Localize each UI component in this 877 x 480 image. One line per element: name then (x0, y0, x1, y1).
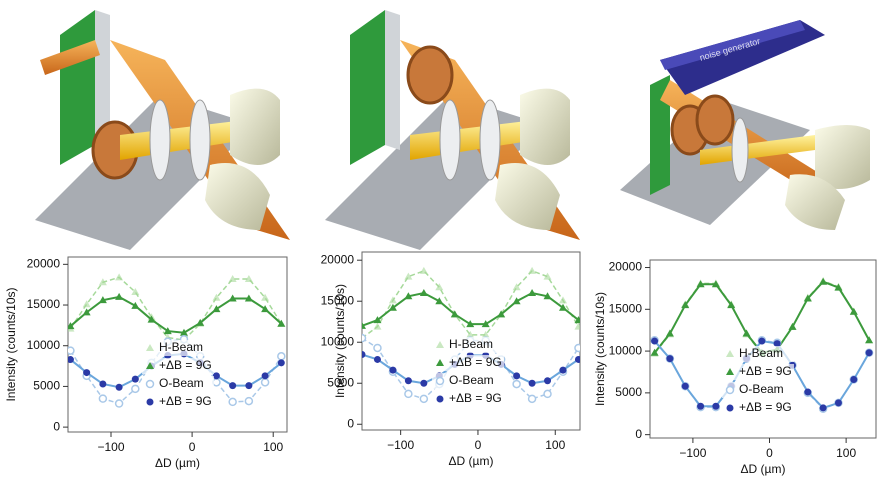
data-point (835, 399, 842, 406)
data-point (116, 384, 123, 391)
data-point (359, 351, 366, 358)
legend-label: H-Beam (739, 346, 783, 360)
y-tick-label: 10000 (27, 338, 61, 352)
data-point (278, 359, 285, 366)
y-tick-label: 20000 (321, 252, 355, 266)
data-point (529, 380, 536, 387)
data-point (575, 356, 582, 363)
data-point (866, 349, 873, 356)
data-point (99, 395, 106, 402)
data-point (682, 383, 689, 390)
data-point (405, 390, 412, 397)
data-point (651, 338, 658, 345)
x-axis-label: ΔD (µm) (155, 456, 200, 470)
legend-marker (147, 381, 154, 388)
legend-label: +ΔB = 9G (739, 400, 792, 414)
legend-marker (727, 405, 734, 412)
x-tick-label: 0 (475, 438, 482, 452)
apparatus-illustration (325, 10, 580, 250)
chart: 05000100001500020000−1000100ΔD (µm)Inten… (321, 252, 583, 468)
x-tick-label: −100 (97, 440, 124, 454)
legend-marker (437, 396, 444, 403)
legend-label: +ΔB = 9G (159, 394, 212, 408)
data-point (820, 404, 827, 411)
x-tick-label: 100 (836, 446, 856, 460)
data-point (804, 389, 811, 396)
data-point (544, 390, 551, 397)
data-point (529, 395, 536, 402)
x-tick-label: −100 (679, 446, 706, 460)
data-point (758, 338, 765, 345)
legend-label: O-Beam (449, 373, 494, 387)
data-point (850, 376, 857, 383)
data-point (374, 344, 381, 351)
y-tick-label: 0 (347, 416, 354, 430)
data-point (83, 369, 90, 376)
data-point (374, 356, 381, 363)
data-point (245, 382, 252, 389)
data-point (712, 403, 719, 410)
data-point (389, 367, 396, 374)
x-tick-label: 0 (189, 440, 196, 454)
x-tick-label: 100 (545, 438, 565, 452)
y-axis-label: Intensity (counts/10s) (333, 284, 347, 398)
chart: 0 5000 10000 15000 20000 −100 0 100 ΔD (µm) Inten… (593, 260, 876, 476)
data-point (229, 382, 236, 389)
legend-marker (147, 399, 154, 406)
x-tick-label: 100 (263, 440, 283, 454)
chart: 0 5000 10000 15000 20000 −100 0 100 ΔD (µm) Inten… (4, 256, 287, 470)
legend-label: +ΔB = 9G (449, 355, 502, 369)
apparatus-illustration: noise generator (620, 20, 870, 230)
data-point (245, 398, 252, 405)
data-point (513, 381, 520, 388)
data-point (262, 379, 269, 386)
legend-label: O-Beam (739, 382, 784, 396)
y-tick-label: 15000 (27, 297, 61, 311)
y-tick-label: 0 (53, 419, 60, 433)
legend-label: H-Beam (449, 337, 493, 351)
data-point (99, 380, 106, 387)
legend-marker (727, 387, 734, 394)
figure: noise generator 05000100001500020000−100… (0, 0, 877, 480)
x-tick-label: 0 (766, 446, 773, 460)
y-tick-label: 0 (635, 427, 642, 441)
data-point (359, 335, 366, 342)
data-point (229, 398, 236, 405)
x-axis-label: ΔD (µm) (449, 454, 494, 468)
legend-label: +ΔB = 9G (449, 391, 502, 405)
y-tick-label: 10000 (609, 343, 643, 357)
legend-marker (437, 378, 444, 385)
data-point (132, 385, 139, 392)
x-tick-label: −100 (387, 438, 414, 452)
legend-label: +ΔB = 9G (159, 358, 212, 372)
data-point (420, 380, 427, 387)
data-point (697, 403, 704, 410)
y-axis-label: Intensity (counts/10s) (4, 287, 18, 401)
data-point (116, 400, 123, 407)
x-axis-label: ΔD (µm) (741, 462, 786, 476)
legend-label: H-Beam (159, 340, 203, 354)
data-point (559, 367, 566, 374)
y-axis-label: Intensity (counts/10s) (593, 292, 607, 406)
y-tick-label: 20000 (27, 256, 61, 270)
legend-label: O-Beam (159, 376, 204, 390)
data-point (262, 372, 269, 379)
y-tick-label: 20000 (609, 260, 643, 274)
y-tick-label: 15000 (609, 301, 643, 315)
data-point (405, 377, 412, 384)
y-tick-label: 5000 (615, 385, 642, 399)
data-point (132, 376, 139, 383)
data-point (420, 395, 427, 402)
data-point (575, 344, 582, 351)
data-point (544, 377, 551, 384)
apparatus-illustration (35, 10, 290, 250)
legend-label: +ΔB = 9G (739, 364, 792, 378)
y-tick-label: 5000 (33, 379, 60, 393)
data-point (278, 353, 285, 360)
data-point (666, 355, 673, 362)
data-point (513, 372, 520, 379)
